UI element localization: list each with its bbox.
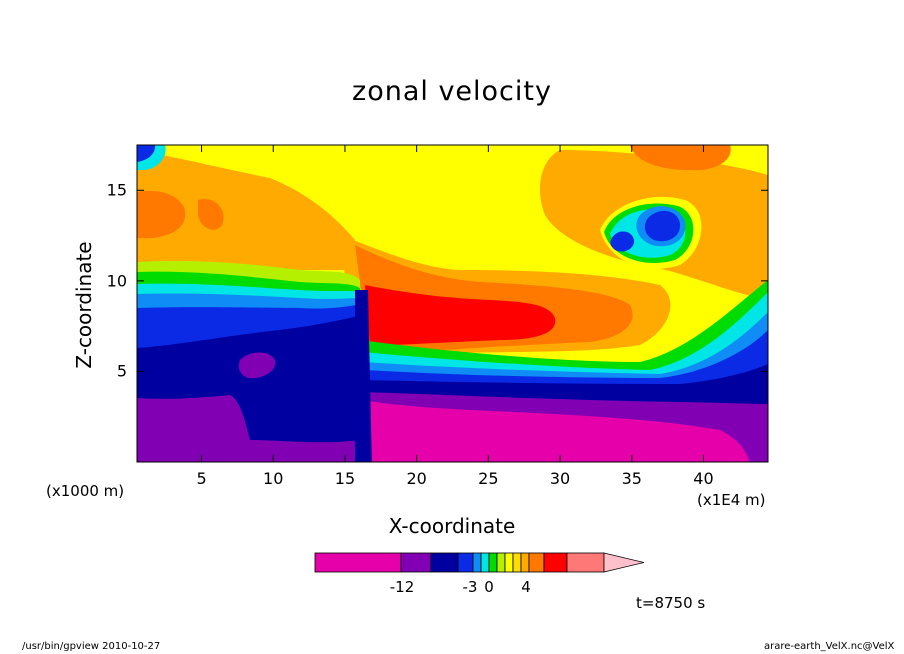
y-axis-label: Z-coordinate: [72, 241, 96, 369]
colorbar-segment: [496, 552, 506, 573]
field-region-red-jet: [365, 285, 556, 346]
colorbar-tick-label: 0: [484, 578, 494, 596]
field-region-orange-upper-left: [137, 150, 355, 270]
x-axis-label: X-coordinate: [388, 514, 516, 538]
x-tick-label: 10: [263, 469, 284, 488]
colorbar: [314, 552, 645, 573]
colorbar-segment: [430, 552, 459, 573]
x-tick-label: 5: [196, 469, 207, 488]
y-tick-label: 15: [106, 180, 127, 200]
colorbar-segment: [314, 552, 402, 573]
x-tick-label: 40: [693, 469, 714, 488]
colorbar-segment: [480, 552, 490, 573]
field-region-darkorange-left-2: [198, 199, 224, 230]
colorbar-segment: [528, 552, 545, 573]
colorbar-segment: [512, 552, 522, 573]
colorbar-segment: [400, 552, 432, 573]
velocity-field: [137, 145, 768, 462]
x-tick-label: 25: [478, 469, 499, 488]
colorbar-segment: [566, 552, 605, 573]
y-tick-label: 5: [116, 361, 127, 381]
x-tick-label: 30: [549, 469, 571, 488]
x-unit-left: (x1000 m): [46, 482, 125, 500]
chart-title: zonal velocity: [352, 76, 552, 107]
field-region-blue-corner: [137, 145, 156, 162]
plot-frame: [136, 144, 769, 463]
field-region-blue-eddy: [644, 210, 681, 242]
colorbar-segment: [520, 552, 530, 573]
time-label: t=8750 s: [636, 594, 706, 612]
colorbar-segment: [504, 552, 514, 573]
colorbar-segment: [488, 552, 498, 573]
x-tick-label: 20: [406, 469, 427, 488]
colorbar-segment: [457, 552, 474, 573]
field-region-purple-band-left: [137, 395, 362, 462]
colorbar-extension-arrow: [603, 552, 645, 573]
field-region-wall: [355, 290, 372, 462]
field-region-darkorange-top-right: [630, 145, 731, 171]
footer-left: /usr/bin/gpview 2010-10-27: [22, 641, 161, 652]
field-region-darkorange-left: [137, 190, 186, 239]
field-region-blue-eddy-2: [610, 231, 635, 252]
footer-right: arare-earth_VelX.nc@VelX: [764, 641, 895, 652]
colorbar-tick-label: -12: [389, 578, 415, 596]
colorbar-tick-label: 4: [521, 578, 531, 596]
field-region-purple-patch: [238, 352, 276, 379]
x-tick-label: 35: [621, 469, 642, 488]
colorbar-segment: [472, 552, 482, 573]
y-ticks: [137, 189, 768, 372]
colorbar-segment: [543, 552, 568, 573]
x-unit-right: (x1E4 m): [697, 491, 766, 509]
y-tick-label: 10: [106, 271, 127, 291]
x-ticks: [201, 145, 704, 462]
field-region-magenta-right: [362, 400, 750, 462]
colorbar-tick-label: -3: [462, 578, 478, 596]
x-tick-label: 15: [334, 469, 356, 488]
